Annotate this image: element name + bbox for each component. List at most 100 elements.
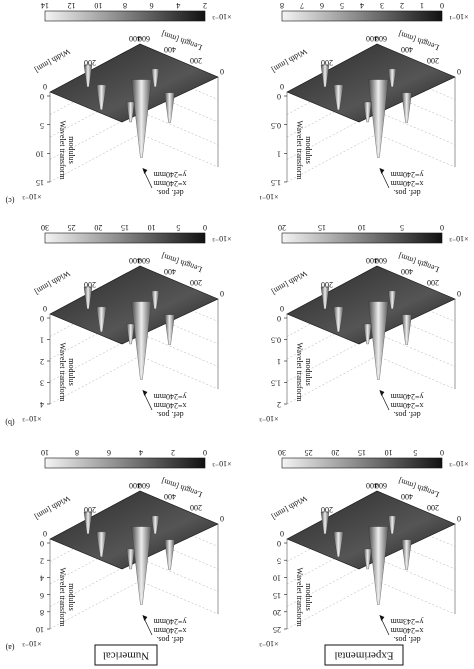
annotation-arrow <box>144 393 153 411</box>
z-tick-label: 0 <box>277 314 281 323</box>
z-tick-label: 20 <box>273 608 281 617</box>
z-tick-label: 1 <box>277 149 281 158</box>
colorbar-tick-label: 0 <box>440 223 444 232</box>
z-axis-label: Wavelet transform <box>295 342 304 402</box>
z-tick-label: 0.5 <box>271 121 281 130</box>
box-grid <box>49 580 141 630</box>
z-tick-label: 1.5 <box>271 178 281 187</box>
z-tick-label: 4 <box>40 400 44 409</box>
z-tick-label: 2 <box>277 400 281 409</box>
colorbar-exponent: ×10⁻³ <box>212 459 232 468</box>
colorbar-tick-label: 5 <box>400 223 404 232</box>
annotation-text: def. pos. <box>393 188 420 197</box>
colorbar-tick-label: 3 <box>380 1 384 10</box>
arrow-head <box>142 168 148 174</box>
z-exponent: ×10⁻³ <box>22 192 42 201</box>
colorbar <box>281 457 443 469</box>
z-tick-label: 25 <box>273 625 281 634</box>
length-tick-label: 200 <box>427 278 439 287</box>
length-tick-label: 0 <box>457 67 461 76</box>
length-tick-label: 200 <box>427 503 439 512</box>
colorbar-tick-label: 4 <box>139 448 143 457</box>
colorbar <box>44 10 206 22</box>
colorbar-tick-label: 0 <box>203 223 207 232</box>
colorbar-tick-label: 0 <box>440 448 444 457</box>
annotation-text: def. pos. <box>156 410 183 419</box>
width-tick-label: 200 <box>321 505 333 514</box>
length-tick-label: 200 <box>190 56 202 65</box>
box-grid <box>376 355 456 390</box>
surface-dip <box>401 539 412 570</box>
surface-dip <box>333 531 344 558</box>
panel-label: (b) <box>5 418 15 427</box>
colorbar-tick-label: 10 <box>385 448 393 457</box>
width-tick-label: 200 <box>84 505 96 514</box>
annotation-text: def. pos. <box>156 635 183 644</box>
width-tick-label: 0 <box>280 304 284 313</box>
z-exponent: ×10⁻³ <box>22 639 42 648</box>
surface-dip <box>151 290 160 310</box>
surface-dip <box>320 286 330 310</box>
z-tick-label: 0 <box>277 92 281 101</box>
z-tick-label: 1 <box>277 357 281 366</box>
colorbar-tick-label: 14 <box>41 1 49 10</box>
z-tick-label: 10 <box>36 149 44 158</box>
annotation-text: y=240mm <box>390 170 424 179</box>
length-tick-label: 600 <box>375 34 387 43</box>
z-tick-label: 2 <box>40 556 44 565</box>
annotation-text: def. pos. <box>393 410 420 419</box>
box-grid <box>49 355 141 405</box>
box-grid <box>139 580 219 615</box>
surface-dip <box>368 301 389 380</box>
width-tick-label: 200 <box>321 280 333 289</box>
z-tick-label: 0 <box>40 539 44 548</box>
surface-dip <box>388 515 397 535</box>
annotation-text: y=240mm <box>153 170 187 179</box>
annotation-arrow <box>144 618 153 636</box>
colorbar-tick-label: 30 <box>278 448 286 457</box>
z-axis-label: Wavelet transform <box>58 567 67 627</box>
length-tick-label: 0 <box>220 514 224 523</box>
length-tick-label: 0 <box>457 289 461 298</box>
box-grid <box>376 133 456 168</box>
colorbar-exponent: ×10⁻¹ <box>449 12 469 21</box>
z-tick-label: 15 <box>273 591 281 600</box>
length-tick-label: 600 <box>138 256 150 265</box>
surface-dip <box>388 290 397 310</box>
length-tick-label: 400 <box>164 492 176 501</box>
box-grid <box>376 558 456 592</box>
box-grid <box>376 580 456 615</box>
length-tick-label: 0 <box>220 67 224 76</box>
colorbar-tick-label: 5 <box>340 1 344 10</box>
annotation-arrow <box>381 393 390 411</box>
surface-dip <box>96 306 107 333</box>
annotation-arrow <box>381 171 390 189</box>
width-tick-label: 400 <box>129 481 141 490</box>
width-tick-label: 200 <box>84 280 96 289</box>
annotation-arrow <box>381 618 390 636</box>
box-grid <box>286 355 378 405</box>
header-box <box>324 644 404 666</box>
surface-dip <box>83 64 93 88</box>
surface-dip <box>401 314 412 345</box>
length-tick-label: 600 <box>375 481 387 490</box>
colorbar-exponent: ×10⁻³ <box>212 234 232 243</box>
z-tick-label: 1.5 <box>271 379 281 388</box>
arrow-head <box>379 615 385 621</box>
annotation-text: x=240mm <box>153 401 187 410</box>
z-axis-label: modulus <box>67 358 76 386</box>
surface-dip <box>126 101 135 123</box>
annotation-text: def. pos. <box>393 635 420 644</box>
width-tick-label: 0 <box>43 304 47 313</box>
colorbar-exponent: ×10⁻³ <box>449 234 469 243</box>
box-grid <box>139 355 219 390</box>
z-tick-label: 1 <box>40 336 44 345</box>
colorbar-tick-label: 0 <box>440 1 444 10</box>
length-tick-label: 400 <box>164 267 176 276</box>
surface-dip <box>131 79 152 158</box>
colorbar-tick-label: 2 <box>203 1 207 10</box>
z-tick-label: 15 <box>36 178 44 187</box>
length-tick-label: 0 <box>220 289 224 298</box>
colorbar-tick-label: 20 <box>278 223 286 232</box>
